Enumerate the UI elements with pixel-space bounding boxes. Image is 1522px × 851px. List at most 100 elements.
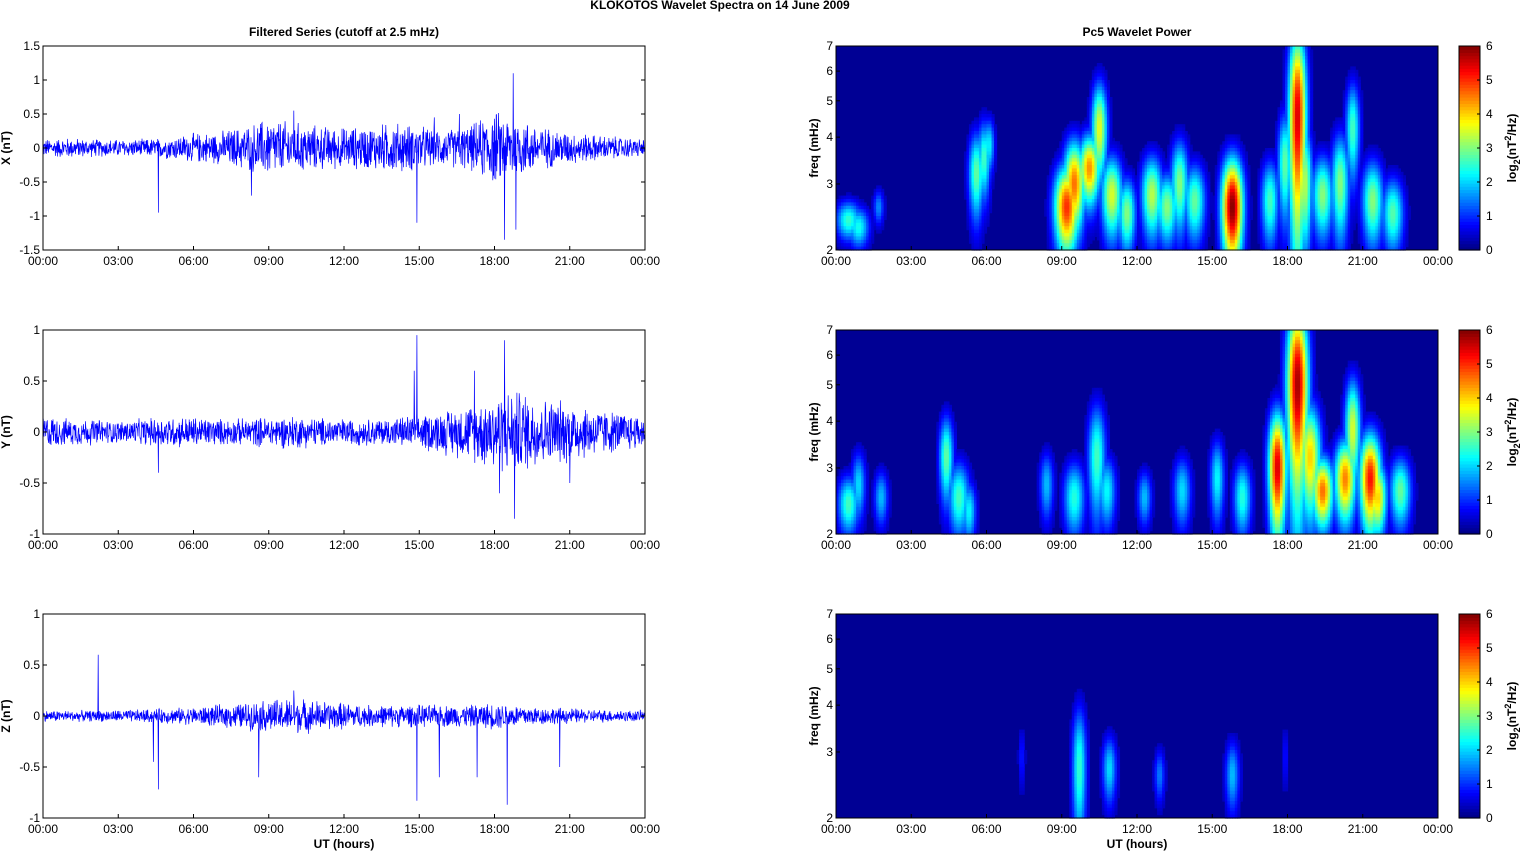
- power-cell: [1119, 199, 1123, 203]
- power-cell: [1131, 178, 1136, 183]
- power-cell: [1290, 56, 1294, 61]
- power-cell: [1257, 202, 1261, 207]
- power-cell: [1119, 188, 1123, 193]
- power-cell: [1332, 168, 1336, 173]
- power-cell: [1239, 195, 1243, 200]
- power-cell: [1362, 151, 1366, 156]
- power-cell: [1154, 165, 1158, 169]
- power-cell: [1064, 182, 1068, 186]
- power-cell: [1315, 222, 1319, 227]
- power-cell: [1274, 165, 1279, 169]
- power-cell: [1312, 182, 1316, 186]
- power-cell: [1159, 158, 1163, 163]
- power-cell: [1282, 171, 1286, 176]
- power-cell: [1337, 226, 1341, 231]
- power-cell: [1272, 161, 1276, 166]
- power-cell: [1194, 158, 1198, 163]
- power-cell: [1400, 199, 1404, 203]
- power-cell: [1337, 195, 1341, 200]
- power-cell: [1315, 165, 1319, 169]
- power-cell: [1222, 219, 1226, 224]
- power-cell: [1297, 97, 1301, 101]
- power-cell: [1297, 107, 1301, 112]
- power-cell: [1269, 205, 1274, 210]
- power-cell: [1239, 202, 1243, 207]
- power-cell: [1347, 100, 1351, 105]
- power-cell: [1081, 144, 1085, 149]
- power-cell: [1242, 182, 1246, 186]
- power-cell: [968, 182, 973, 186]
- power-cell: [1367, 216, 1371, 220]
- power-cell: [1347, 103, 1351, 108]
- power-cell: [1292, 63, 1296, 67]
- power-cell: [1096, 144, 1100, 149]
- power-cell: [1350, 199, 1354, 203]
- power-cell: [1385, 212, 1389, 217]
- power-cell: [1046, 178, 1050, 183]
- power-cell: [1307, 226, 1311, 231]
- power-cell: [1089, 205, 1093, 210]
- power-cell: [1124, 212, 1128, 217]
- power-cell: [1332, 185, 1336, 190]
- power-cell: [1182, 134, 1186, 139]
- power-cell: [1327, 188, 1331, 193]
- power-cell: [1300, 131, 1304, 135]
- power-cell: [1202, 165, 1206, 169]
- power-cell: [1372, 148, 1376, 152]
- power-cell: [1119, 212, 1123, 217]
- power-cell: [1297, 63, 1301, 67]
- power-cell: [1074, 144, 1078, 149]
- power-cell: [1174, 219, 1178, 224]
- power-cell: [1081, 216, 1085, 220]
- power-cell: [856, 212, 860, 217]
- power-cell: [1269, 151, 1274, 156]
- x-tick-label: 21:00: [555, 254, 585, 268]
- power-cell: [989, 195, 993, 200]
- power-cell: [1277, 117, 1281, 122]
- y-axis-label: X (nT): [0, 131, 13, 165]
- power-cell: [1121, 165, 1126, 169]
- power-cell: [1330, 175, 1334, 180]
- power-cell: [1109, 134, 1113, 139]
- power-cell: [1310, 73, 1314, 78]
- power-cell: [1287, 49, 1291, 54]
- power-cell: [976, 154, 980, 159]
- power-cell: [1290, 120, 1294, 125]
- power-cell: [846, 192, 850, 197]
- power-cell: [1089, 202, 1093, 207]
- power-cell: [1184, 144, 1188, 149]
- power-cell: [1397, 199, 1401, 203]
- power-cell: [971, 168, 975, 173]
- power-cell: [1179, 158, 1183, 163]
- power-cell: [1167, 154, 1171, 159]
- power-cell: [1377, 199, 1381, 203]
- power-cell: [1049, 212, 1053, 217]
- power-cell: [1184, 192, 1188, 197]
- power-cell: [994, 124, 998, 129]
- power-cell: [1121, 154, 1126, 159]
- power-cell: [1295, 212, 1299, 217]
- power-cell: [1089, 219, 1093, 224]
- power-cell: [1302, 154, 1306, 159]
- power-cell: [983, 137, 988, 142]
- power-cell: [978, 134, 983, 139]
- power-cell: [1382, 226, 1386, 231]
- power-cell: [1345, 188, 1349, 193]
- power-cell: [1340, 158, 1344, 163]
- power-cell: [1131, 182, 1136, 186]
- power-cell: [1091, 222, 1095, 227]
- power-cell: [1194, 219, 1198, 224]
- power-cell: [1325, 151, 1329, 156]
- power-cell: [1375, 216, 1379, 220]
- power-cell: [1385, 219, 1389, 224]
- power-cell: [963, 175, 968, 180]
- power-cell: [1302, 161, 1306, 166]
- power-cell: [1310, 158, 1314, 163]
- power-cell: [1357, 127, 1361, 132]
- power-cell: [1096, 199, 1100, 203]
- power-cell: [1172, 144, 1176, 149]
- power-cell: [1345, 212, 1349, 217]
- power-cell: [1332, 178, 1336, 183]
- power-cell: [1199, 205, 1203, 210]
- power-cell: [1172, 219, 1176, 224]
